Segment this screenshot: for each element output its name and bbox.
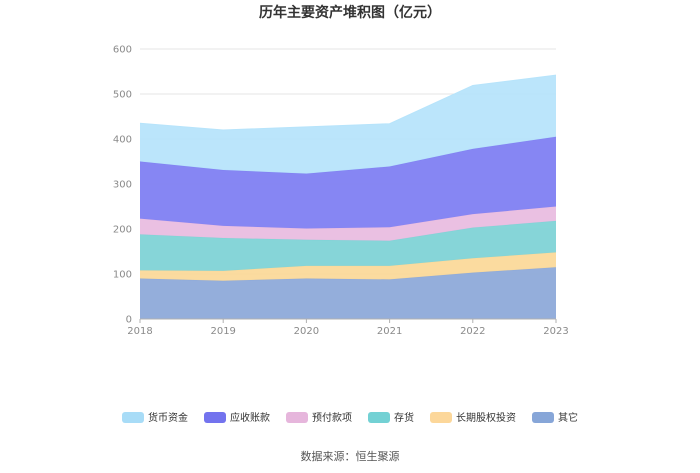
legend-label: 货币资金 [148, 411, 188, 424]
legend-label: 应收账款 [230, 411, 270, 424]
x-tick-label: 2022 [460, 326, 485, 337]
legend[interactable]: 货币资金 应收账款 预付款项 存货 长期股权投资 其它 [122, 411, 578, 424]
area-预付款项 [140, 206, 556, 241]
area-存货 [140, 220, 556, 271]
source-note: 数据来源：恒生聚源 [301, 449, 400, 463]
legend-label: 其它 [558, 411, 578, 424]
legend-swatch [204, 412, 226, 423]
legend-item[interactable]: 预付款项 [286, 411, 352, 424]
legend-item[interactable]: 应收账款 [204, 411, 270, 424]
axes: 0 100 200 300 400 500 600 2018 2019 2020 2021 2022 2… [113, 45, 569, 338]
legend-label: 长期股权投资 [456, 411, 516, 424]
y-tick-label: 400 [113, 135, 132, 146]
legend-swatch [286, 412, 308, 423]
x-tick-label: 2020 [294, 326, 319, 337]
y-tick-label: 600 [113, 45, 132, 56]
legend-item[interactable]: 长期股权投资 [430, 411, 516, 424]
x-tick-label: 2018 [127, 326, 152, 337]
x-tick-label: 2023 [543, 326, 568, 337]
legend-item[interactable]: 货币资金 [122, 411, 188, 424]
legend-label: 存货 [394, 411, 414, 424]
area-series [139, 74, 557, 319]
x-tick-label: 2021 [377, 326, 402, 337]
area-长期股权投资 [140, 252, 556, 281]
legend-item[interactable]: 存货 [368, 411, 414, 424]
area-edge [139, 266, 557, 282]
y-tick-label: 0 [126, 315, 132, 326]
area-应收账款 [140, 136, 556, 229]
y-tick-label: 300 [113, 180, 132, 191]
area-edge [139, 74, 557, 131]
x-tick-label: 2019 [210, 326, 235, 337]
y-tick-label: 500 [113, 90, 132, 101]
legend-swatch [368, 412, 390, 423]
legend-item[interactable]: 其它 [532, 411, 578, 424]
area-货币资金 [140, 75, 556, 174]
legend-swatch [532, 412, 554, 423]
y-tick-label: 200 [113, 225, 132, 236]
y-tick-label: 100 [113, 270, 132, 281]
legend-label: 预付款项 [312, 411, 352, 424]
legend-swatch [430, 412, 452, 423]
chart-title: 历年主要资产堆积图（亿元） [259, 4, 441, 21]
legend-swatch [122, 412, 144, 423]
